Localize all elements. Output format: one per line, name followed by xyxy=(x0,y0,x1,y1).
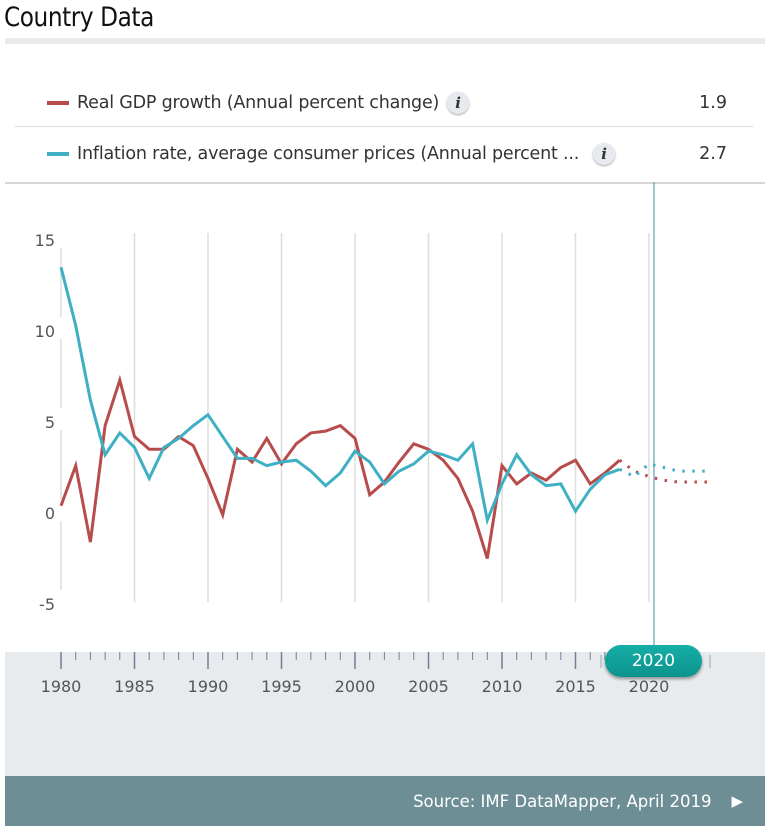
ytick-bg xyxy=(40,590,66,612)
xtick-label: 1990 xyxy=(188,677,229,696)
info-icon[interactable]: i xyxy=(447,92,470,114)
projection-line-inflation xyxy=(618,462,708,479)
source-footer[interactable]: Source: IMF DataMapper, April 2019 ▶ xyxy=(5,776,765,826)
ytick-bg xyxy=(40,317,66,339)
page-title: Country Data xyxy=(4,2,154,33)
series-line-gdp xyxy=(59,374,621,559)
year-slider-handle[interactable]: 2020 xyxy=(605,645,702,677)
legend-value-inflation: 2.7 xyxy=(699,144,727,164)
xtick-label: 2010 xyxy=(482,677,523,696)
line-chart: 15 10 5 0 -5 1980 1985 1990 1995 2000 2005 2010 2015… xyxy=(35,182,711,696)
ytick-bg xyxy=(40,408,66,430)
ytick-bg xyxy=(40,499,66,521)
ytick-label: 10 xyxy=(35,322,55,341)
ytick-label: 15 xyxy=(35,231,55,250)
legend-label-inflation: Inflation rate, average consumer prices … xyxy=(77,144,580,164)
xtick-label: 2005 xyxy=(408,677,449,696)
ytick-label: 5 xyxy=(45,413,55,432)
legend-item-gdp[interactable]: Real GDP growth (Annual percent change) … xyxy=(15,80,753,127)
legend-item-inflation[interactable]: Inflation rate, average consumer prices … xyxy=(15,131,753,177)
ytick-label: -5 xyxy=(39,595,55,614)
source-link[interactable]: Source: IMF DataMapper, April 2019 xyxy=(413,791,712,811)
series-line-inflation xyxy=(59,266,621,526)
play-triangle-icon[interactable]: ▶ xyxy=(731,793,743,810)
info-icon[interactable]: i xyxy=(593,143,616,165)
xtick-label: 2000 xyxy=(335,677,376,696)
inflation-color-swatch xyxy=(47,152,69,156)
xtick-label: 1985 xyxy=(114,677,155,696)
xtick-label: 2020 xyxy=(629,677,670,696)
xtick-label: 2015 xyxy=(555,677,596,696)
xtick-label: 1980 xyxy=(41,677,82,696)
chart-area xyxy=(5,182,765,654)
gdp-color-swatch xyxy=(47,101,69,105)
ytick-label: 0 xyxy=(45,504,55,523)
xtick-label: 1995 xyxy=(261,677,302,696)
title-divider xyxy=(5,38,765,44)
legend-value-gdp: 1.9 xyxy=(699,93,727,113)
legend-label-gdp: Real GDP growth (Annual percent change) xyxy=(77,93,440,113)
ytick-bg xyxy=(40,226,66,248)
